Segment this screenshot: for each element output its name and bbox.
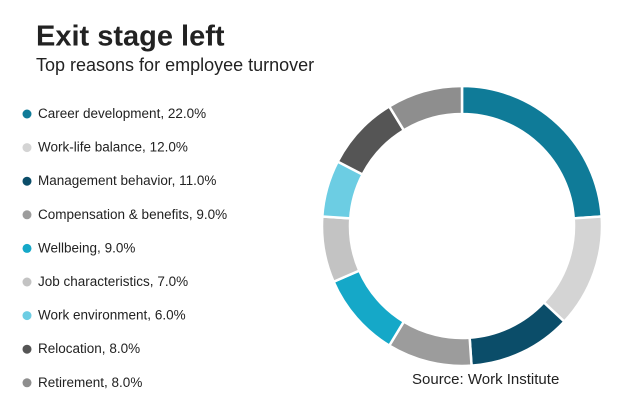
legend-value: 12.0% <box>150 139 188 154</box>
legend-name: Job characteristics <box>38 274 150 289</box>
legend-label: Retirement, 8.0% <box>38 374 142 389</box>
legend-name: Relocation <box>38 341 102 356</box>
donut-segment <box>387 319 473 368</box>
legend-swatch <box>22 109 32 119</box>
chart-subtitle: Top reasons for employee turnover <box>36 55 314 75</box>
legend-name: Compensation & benefits <box>38 206 189 221</box>
legend-value: 6.0% <box>155 307 186 322</box>
donut-segment <box>320 215 361 284</box>
legend-label: Wellbeing, 9.0% <box>38 240 135 255</box>
legend-value: 9.0% <box>196 206 227 221</box>
legend-name: Wellbeing <box>38 240 97 255</box>
donut-segment <box>542 215 604 324</box>
legend-label: Work-life balance, 12.0% <box>38 139 188 154</box>
legend-name: Management behavior <box>38 173 173 188</box>
legend-label: Work environment, 6.0% <box>38 307 186 322</box>
legend-swatch <box>22 277 32 287</box>
legend-swatch <box>22 311 32 321</box>
chart-title: Exit stage left <box>36 21 225 53</box>
legend-label: Relocation, 8.0% <box>38 341 140 356</box>
donut-segment <box>387 84 464 133</box>
legend-value: 22.0% <box>168 106 206 121</box>
donut-segment <box>468 300 567 368</box>
legend-swatch <box>22 176 32 186</box>
legend-name: Retirement <box>38 374 104 389</box>
legend-name: Work-life balance <box>38 139 142 154</box>
donut-segment <box>460 84 604 220</box>
legend-value: 9.0% <box>105 240 136 255</box>
legend-name: Career development <box>38 106 161 121</box>
legend-label: Career development, 22.0% <box>38 106 206 121</box>
legend-value: 8.0% <box>112 374 143 389</box>
legend-swatch <box>22 378 32 388</box>
legend-swatch <box>22 344 32 354</box>
legend-swatch <box>22 143 32 153</box>
donut-segment <box>331 268 406 348</box>
legend-name: Work environment <box>38 307 148 322</box>
legend-value: 7.0% <box>157 274 188 289</box>
legend-value: 8.0% <box>109 341 140 356</box>
source: Source: Work Institute <box>412 371 559 388</box>
legend-swatch <box>22 210 32 220</box>
donut-segment <box>336 104 406 177</box>
legend-value: 11.0% <box>179 173 216 188</box>
legend-label: Management behavior, 11.0% <box>38 173 216 188</box>
legend-label: Compensation & benefits, 9.0% <box>38 206 227 221</box>
legend-swatch <box>22 243 32 253</box>
legend-label: Job characteristics, 7.0% <box>38 274 188 289</box>
